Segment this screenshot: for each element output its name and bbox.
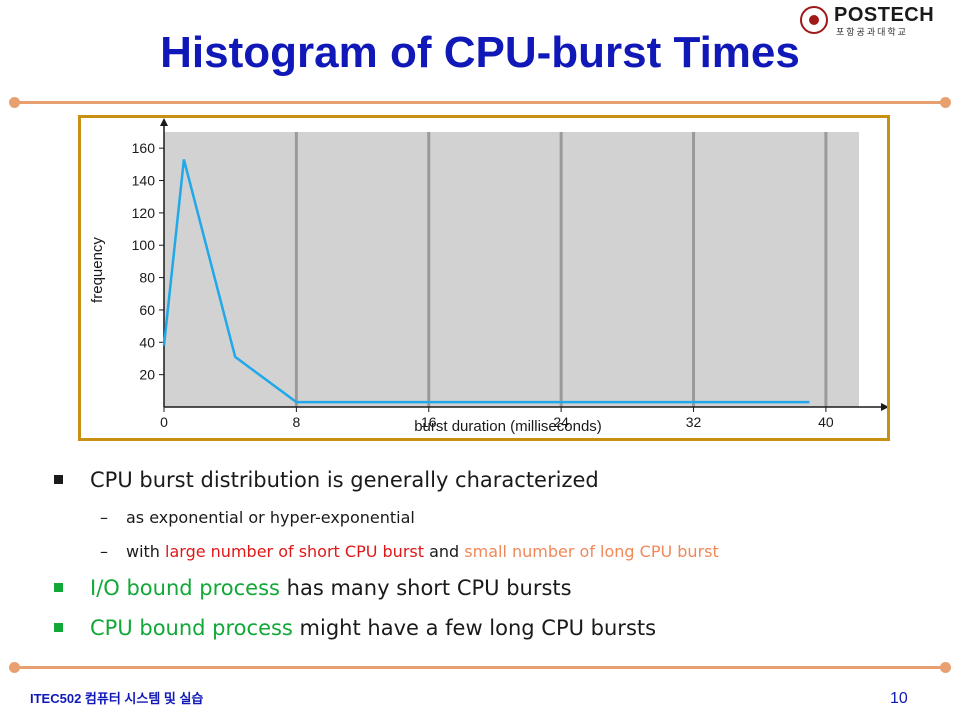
bullet-item: CPU bound process might have a few long … [54,613,944,643]
highlight-cpu-bound: CPU bound process [90,616,293,640]
square-bullet-icon [54,475,63,484]
y-tick-label: 80 [139,270,155,286]
highlight-long-bursts: small number of long CPU burst [464,542,719,561]
y-axis-arrow-icon [160,118,168,126]
sub-bullet-text: as exponential or hyper-exponential [126,508,415,527]
chart-frame: 20 40 60 80 100 120 140 160 0 8 16 24 32 40 frequency… [78,115,890,441]
plot-area [164,132,859,407]
highlight-io-bound: I/O bound process [90,576,280,600]
top-divider [9,97,951,108]
y-tick-label: 140 [132,173,156,189]
square-bullet-icon [54,623,63,632]
y-axis-label: frequency [89,237,106,303]
bottom-divider [9,662,951,673]
y-tick-label: 20 [139,367,155,383]
x-tick-label: 0 [160,414,168,430]
y-tick-label: 160 [132,140,156,156]
footer-course: ITEC502 컴퓨터 시스템 및 실습 [30,691,204,706]
square-bullet-icon [54,583,63,592]
slide-title: Histogram of CPU-burst Times [160,28,800,77]
bullet-text: has many short CPU bursts [279,576,572,600]
page-number: 10 [890,690,908,707]
dash-bullet-icon: – [100,508,108,527]
x-tick-label: 8 [292,414,300,430]
histogram-chart: 20 40 60 80 100 120 140 160 0 8 16 24 32 40 frequency… [89,118,889,435]
bullet-text: might have a few long CPU bursts [292,616,657,640]
bullet-item: I/O bound process has many short CPU bur… [54,573,944,603]
x-tick-label: 16 [421,414,437,430]
logo-text: POSTECH [834,4,935,26]
bullet-list: CPU burst distribution is generally char… [54,465,944,653]
x-axis-arrow-icon [881,403,889,411]
highlight-short-bursts: large number of short CPU burst [165,542,425,561]
bullet-item: CPU burst distribution is generally char… [54,465,944,495]
x-tick-label: 32 [686,414,702,430]
logo-subtext: 포항공과대학교 [836,28,908,38]
x-tick-label: 40 [818,414,834,430]
y-tick-label: 120 [132,205,156,221]
sub-bullet-text-mid: and [424,542,465,561]
dash-bullet-icon: – [100,542,108,561]
series-line [162,159,810,404]
university-seal-icon [800,6,828,34]
postech-logo: POSTECH 포항공과대학교 [800,4,950,38]
bullet-text: CPU burst distribution is generally char… [90,468,599,492]
sub-bullet-item: – with large number of short CPU burst a… [54,539,944,565]
x-tick-label: 24 [553,414,569,430]
y-tick-label: 40 [139,334,155,350]
sub-bullet-text-pre: with [126,542,166,561]
sub-bullet-item: – as exponential or hyper-exponential [54,505,944,531]
y-tick-label: 60 [139,302,155,318]
y-tick-label: 100 [132,237,156,253]
x-axis-label: burst duration (milliseconds) [414,418,602,435]
